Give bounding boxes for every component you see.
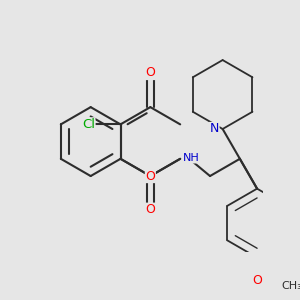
Text: Cl: Cl (82, 118, 95, 131)
Text: NH: NH (183, 153, 200, 163)
Text: N: N (210, 122, 219, 136)
Text: O: O (146, 67, 155, 80)
Text: O: O (146, 203, 155, 216)
Text: CH₃: CH₃ (281, 281, 300, 291)
Text: O: O (146, 169, 155, 182)
Text: O: O (252, 274, 262, 287)
